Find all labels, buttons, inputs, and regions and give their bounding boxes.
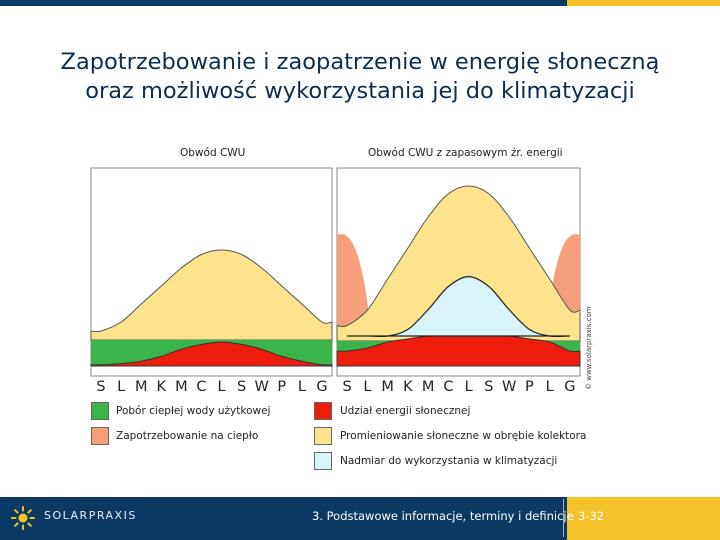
month-tick-label: L <box>363 379 371 395</box>
legend-swatch-heat-demand <box>91 427 109 445</box>
legend-label-heat-demand: Zapotrzebowanie na ciepło <box>116 430 259 442</box>
month-tick-label: S <box>96 379 105 395</box>
month-tick-label: K <box>157 379 167 395</box>
brand-name: SOLARPRAXIS <box>44 509 137 522</box>
month-tick-label: K <box>403 379 413 395</box>
legend-swatch-solar-share <box>314 402 332 420</box>
month-tick-label: S <box>343 379 352 395</box>
footer-divider <box>563 499 564 537</box>
month-tick-label: G <box>316 379 327 395</box>
month-tick-label: G <box>564 379 575 395</box>
month-tick-label: L <box>117 379 125 395</box>
right-radiation-area <box>336 185 581 342</box>
month-tick-label: W <box>255 379 269 395</box>
left-chart-title: Obwód CWU <box>180 147 246 159</box>
page-number: 3-32 <box>578 509 605 523</box>
copyright-note: © www.solarpraxis.com <box>585 306 593 390</box>
footer-accent <box>567 497 720 540</box>
month-tick-label: M <box>422 379 435 395</box>
month-tick-label: S <box>237 379 246 395</box>
month-tick-label: P <box>525 379 534 395</box>
month-tick-label: S <box>484 379 493 395</box>
month-tick-label: L <box>465 379 473 395</box>
legend-swatch-excess <box>314 452 332 470</box>
legend-label-excess: Nadmiar do wykorzystania w klimatyzacji <box>340 455 558 467</box>
footer-section-title: 3. Podstawowe informacje, terminy i defi… <box>312 509 574 523</box>
top-accent-bar <box>0 0 567 6</box>
month-tick-label: L <box>298 379 306 395</box>
right-excess-area <box>347 275 570 338</box>
month-tick-label: M <box>135 379 148 395</box>
month-tick-label: M <box>381 379 394 395</box>
month-tick-label: M <box>175 379 188 395</box>
title-line-1: Zapotrzebowanie i zaopatrzenie w energię… <box>60 49 660 75</box>
month-tick-label: C <box>196 379 206 395</box>
month-tick-label: P <box>277 379 286 395</box>
top-accent-bar-yellow <box>567 0 720 6</box>
left-radiation-area <box>90 249 333 341</box>
month-tick-label: W <box>502 379 516 395</box>
month-tick-label: L <box>546 379 554 395</box>
slide-title: Zapotrzebowanie i zaopatrzenie w energię… <box>40 48 680 106</box>
legend-swatch-radiation <box>314 427 332 445</box>
month-tick-label: L <box>217 379 225 395</box>
legend-label-hot-water: Pobór ciepłej wody użytkowej <box>116 405 271 417</box>
left-solar-share-area <box>90 341 333 367</box>
sun-logo-icon <box>11 506 35 530</box>
legend-label-radiation: Promieniowanie słoneczne w obrębie kolek… <box>340 430 587 442</box>
legend-swatch-hot-water <box>91 402 109 420</box>
month-tick-label: C <box>443 379 453 395</box>
title-line-2: oraz możliwość wykorzystania jej do klim… <box>85 78 635 104</box>
legend-label-solar-share: Udział energii słonecznej <box>340 405 471 417</box>
right-chart-title: Obwód CWU z zapasowym źr. energii <box>368 147 563 159</box>
